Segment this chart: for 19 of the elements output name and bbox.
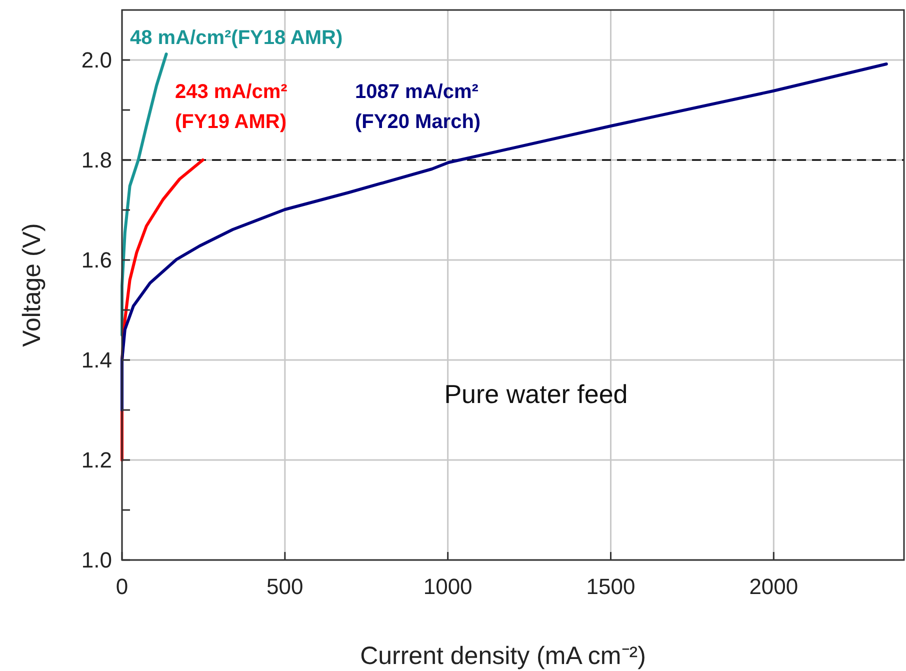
- x-tick-label: 0: [116, 574, 128, 599]
- y-tick-label: 1.0: [81, 548, 112, 573]
- line-series: [120, 52, 168, 336]
- y-tick-label: 1.2: [81, 448, 112, 473]
- x-tick-label: 1000: [423, 574, 472, 599]
- y-tick-label: 1.4: [81, 348, 112, 373]
- x-tick-label: 1500: [586, 574, 636, 599]
- series-label: 1087 mA/cm² (FY20 March): [355, 81, 481, 133]
- x-tick-label: 2000: [749, 574, 798, 599]
- x-axis-title: Current density (mA cm⁻²): [360, 642, 646, 670]
- series-label: 48 mA/cm²(FY18 AMR): [130, 27, 343, 49]
- y-tick-label: 1.8: [81, 148, 112, 173]
- line-series: [120, 62, 888, 412]
- y-tick-label: 2.0: [81, 48, 112, 73]
- x-tick-label: 500: [266, 574, 304, 599]
- y-axis-title: Voltage (V): [18, 223, 46, 347]
- series-label: 243 mA/cm² (FY19 AMR): [175, 81, 288, 133]
- y-tick-label: 1.6: [81, 248, 112, 273]
- annotation: Pure water feed: [444, 379, 628, 409]
